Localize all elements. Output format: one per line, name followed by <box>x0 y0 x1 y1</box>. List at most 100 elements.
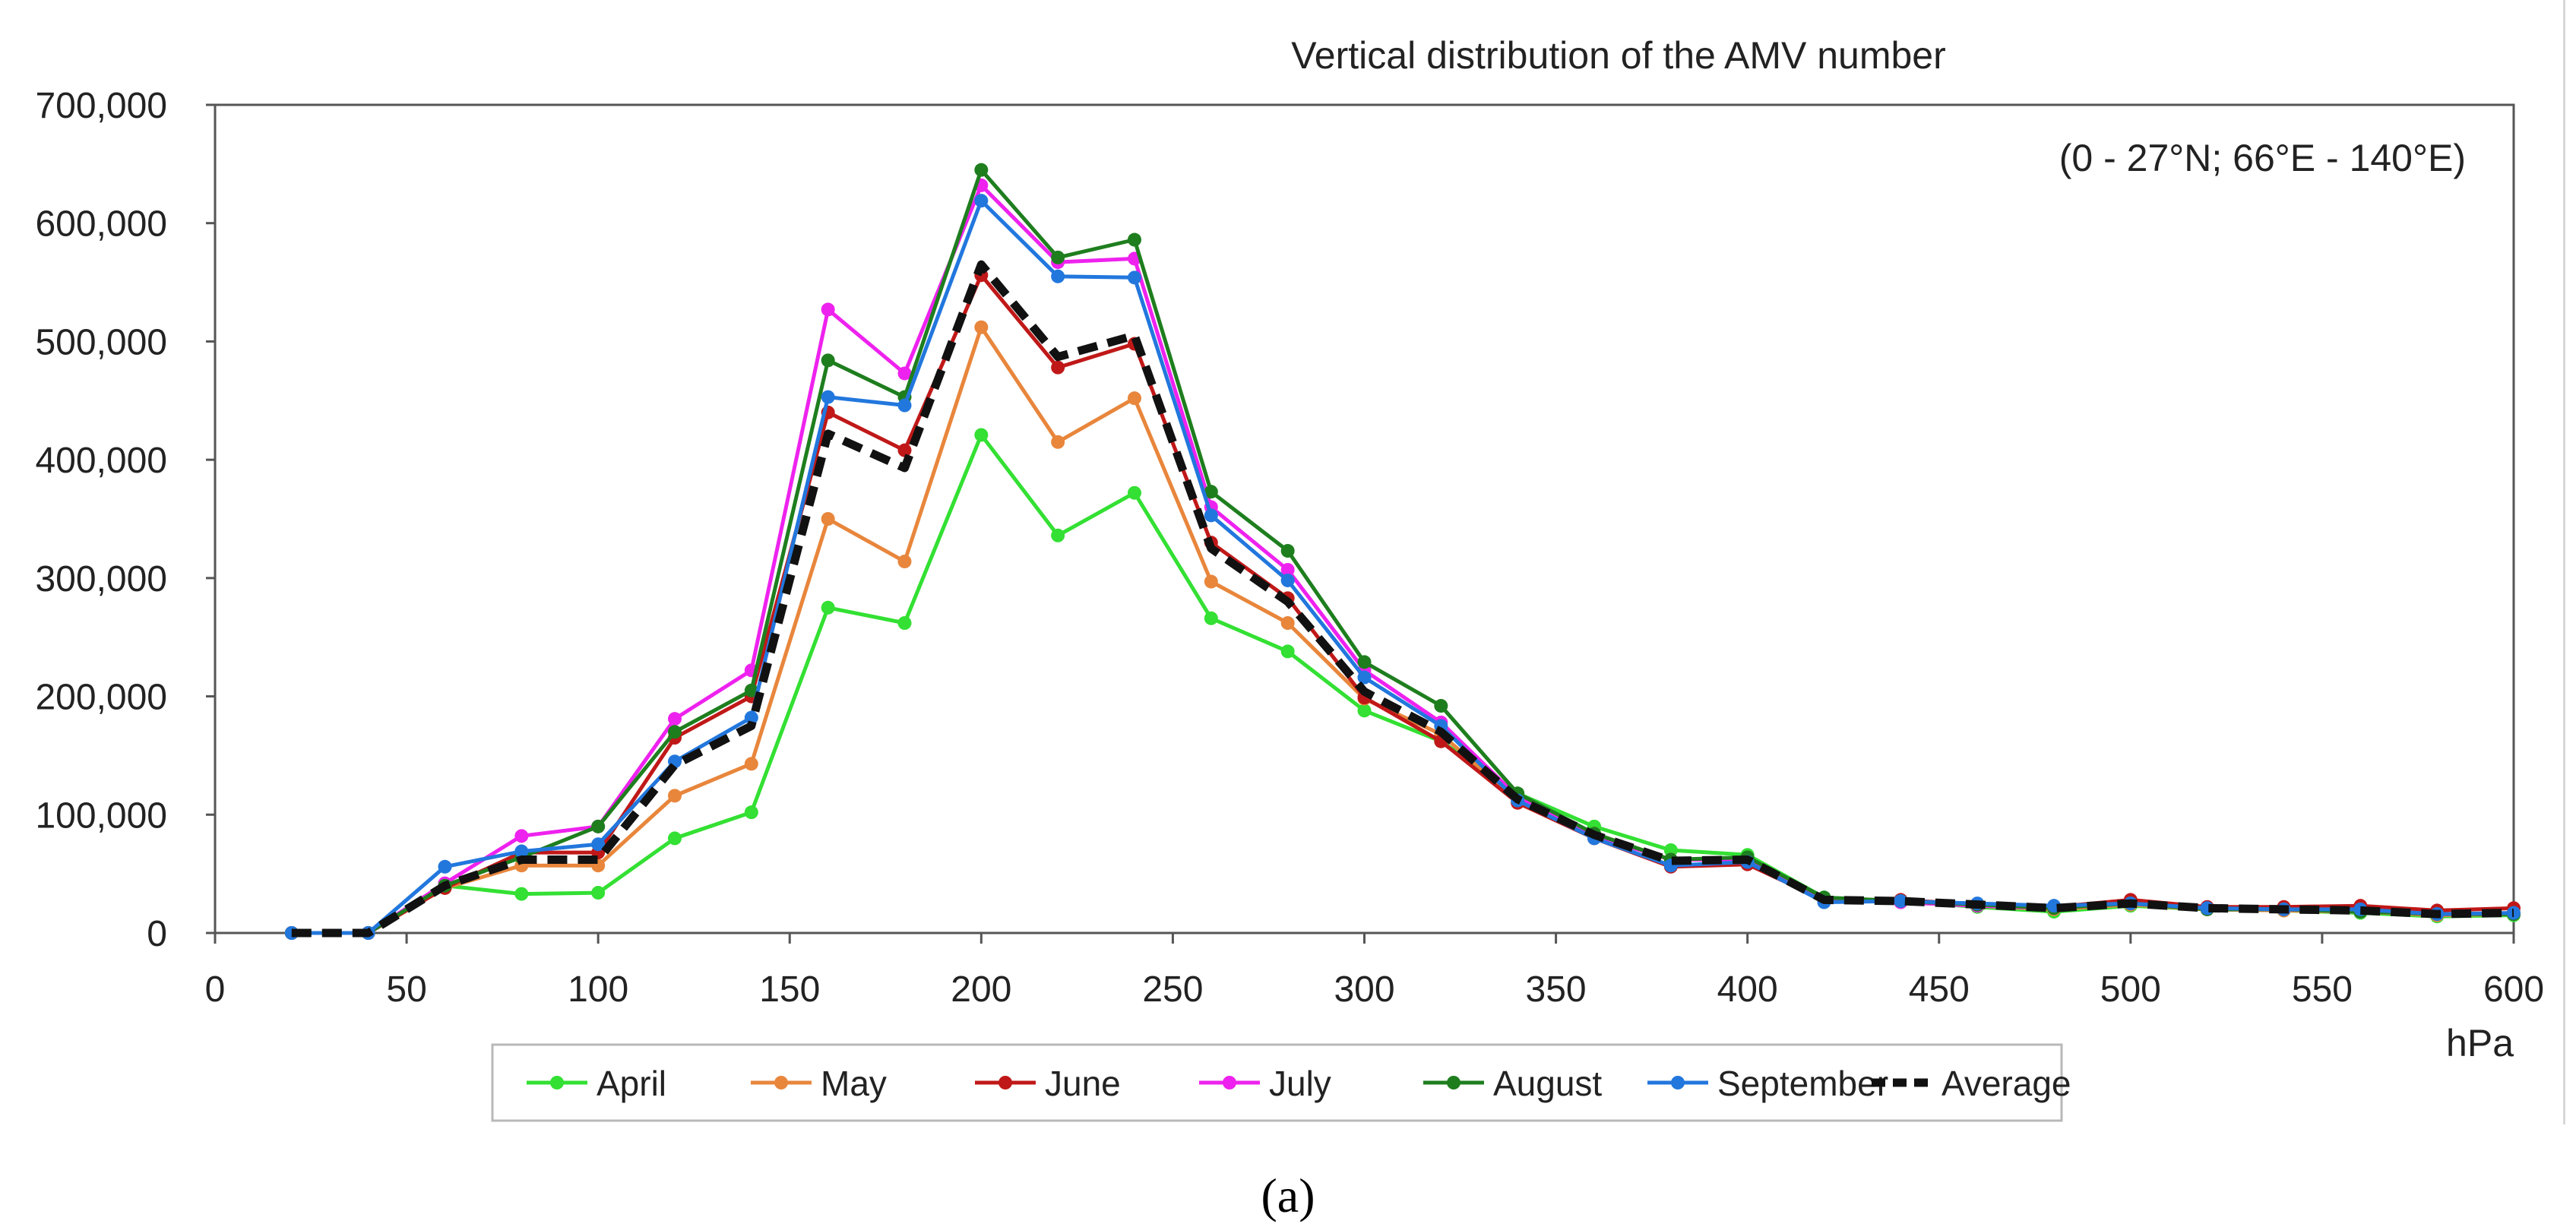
legend-label-june: June <box>1045 1064 1121 1103</box>
legend-item-june: June <box>975 1064 1121 1103</box>
y-tick-label: 700,000 <box>35 86 167 126</box>
data-point-september <box>1128 270 1141 285</box>
data-point-may <box>974 320 989 334</box>
legend-marker-september <box>1671 1076 1685 1089</box>
x-tick-label: 600 <box>2483 969 2544 1010</box>
x-tick-label: 550 <box>2292 969 2353 1010</box>
data-point-september <box>1204 508 1218 523</box>
data-point-august <box>744 683 758 697</box>
data-point-april <box>591 886 606 900</box>
legend: April May June July August September Average <box>491 1043 2071 1122</box>
data-point-september <box>1051 269 1065 283</box>
data-point-july <box>897 366 912 381</box>
x-tick-label: 50 <box>386 969 426 1010</box>
data-point-april <box>1280 644 1295 659</box>
legend-item-august: August <box>1423 1064 1602 1103</box>
data-point-july <box>821 302 835 317</box>
legend-label-may: May <box>821 1064 887 1103</box>
legend-item-average: Average <box>1872 1064 2071 1103</box>
data-point-september <box>897 398 912 413</box>
legend-item-may: May <box>751 1064 887 1103</box>
data-point-april <box>514 887 529 901</box>
y-tick-label: 500,000 <box>35 322 167 362</box>
data-point-may <box>1051 435 1065 449</box>
data-point-july <box>668 712 682 726</box>
data-point-september <box>1894 893 1908 908</box>
legend-label-september: September <box>1717 1064 1888 1103</box>
legend-label-august: August <box>1493 1064 1602 1103</box>
series-august <box>284 163 2521 940</box>
legend-marker-june <box>998 1076 1012 1089</box>
data-point-june <box>897 443 912 457</box>
x-tick-label: 350 <box>1526 969 1587 1010</box>
data-point-september <box>744 710 758 725</box>
x-tick-label: 500 <box>2100 969 2161 1010</box>
data-point-august <box>1434 699 1448 713</box>
legend-label-july: July <box>1269 1064 1331 1103</box>
legend-marker-april <box>550 1076 564 1089</box>
data-point-april <box>821 600 835 615</box>
data-point-may <box>821 512 835 526</box>
data-point-august <box>1051 250 1065 264</box>
data-point-april <box>1051 528 1065 542</box>
data-point-june <box>1051 360 1065 375</box>
data-point-april <box>1128 485 1141 500</box>
y-tick-label: 200,000 <box>35 678 167 718</box>
y-tick-label: 600,000 <box>35 204 167 245</box>
series-line-average <box>291 260 2514 938</box>
legend-marker-august <box>1447 1076 1460 1089</box>
series-july <box>284 178 2521 940</box>
page-edge-rule <box>2563 0 2565 1124</box>
data-point-april <box>668 831 682 846</box>
legend-item-july: July <box>1199 1064 1331 1103</box>
series-may <box>284 320 2521 940</box>
y-tick-label: 0 <box>147 914 167 954</box>
x-tick-label: 0 <box>205 969 226 1010</box>
x-tick-label: 250 <box>1142 969 1203 1010</box>
y-tick-label: 100,000 <box>35 795 167 836</box>
data-point-august <box>1357 655 1372 669</box>
data-point-august <box>821 353 835 368</box>
series-line-may <box>291 325 2514 935</box>
data-point-may <box>668 789 682 803</box>
data-point-august <box>1128 232 1141 247</box>
data-point-april <box>1357 704 1372 718</box>
legend-marker-july <box>1223 1076 1236 1089</box>
data-point-may <box>1280 616 1295 631</box>
x-tick-label: 150 <box>759 969 820 1010</box>
series-line-august <box>291 168 2514 935</box>
data-point-september <box>438 859 452 874</box>
legend-item-april: April <box>527 1064 666 1103</box>
data-point-april <box>897 616 912 631</box>
plot-area <box>214 103 2515 934</box>
data-point-may <box>897 555 912 569</box>
legend-label-april: April <box>597 1064 666 1103</box>
legend-label-average: Average <box>1941 1064 2071 1103</box>
data-point-september <box>974 194 989 208</box>
x-tick-label: 100 <box>568 969 628 1010</box>
legend-item-september: September <box>1647 1064 1888 1103</box>
series-layer <box>284 163 2521 940</box>
data-point-september <box>1280 573 1295 587</box>
data-point-august <box>974 163 989 177</box>
data-point-august <box>591 819 606 833</box>
data-point-august <box>668 725 682 739</box>
data-point-september <box>821 390 835 404</box>
x-tick-label: 450 <box>1909 969 1970 1010</box>
data-point-july <box>1280 562 1295 577</box>
figure-caption: (a) <box>1261 1168 1315 1222</box>
chart-title: Vertical distribution of the AMV number <box>1291 34 1946 77</box>
data-point-september <box>514 844 529 859</box>
data-point-april <box>1204 611 1218 625</box>
data-point-april <box>1663 843 1678 857</box>
data-point-september <box>1357 670 1372 685</box>
y-tick-label: 300,000 <box>35 559 167 599</box>
data-point-april <box>744 805 758 820</box>
data-point-may <box>1128 391 1141 406</box>
x-tick-label: 400 <box>1717 969 1778 1010</box>
series-line-june <box>291 273 2514 935</box>
x-axis-ticks: 0 50 100 150 200 250 300 350 400 450 500 550 600 <box>205 933 2544 1010</box>
region-annotation: (0 - 27°N; 66°E - 140°E) <box>2059 137 2466 179</box>
x-tick-label: 300 <box>1334 969 1394 1010</box>
